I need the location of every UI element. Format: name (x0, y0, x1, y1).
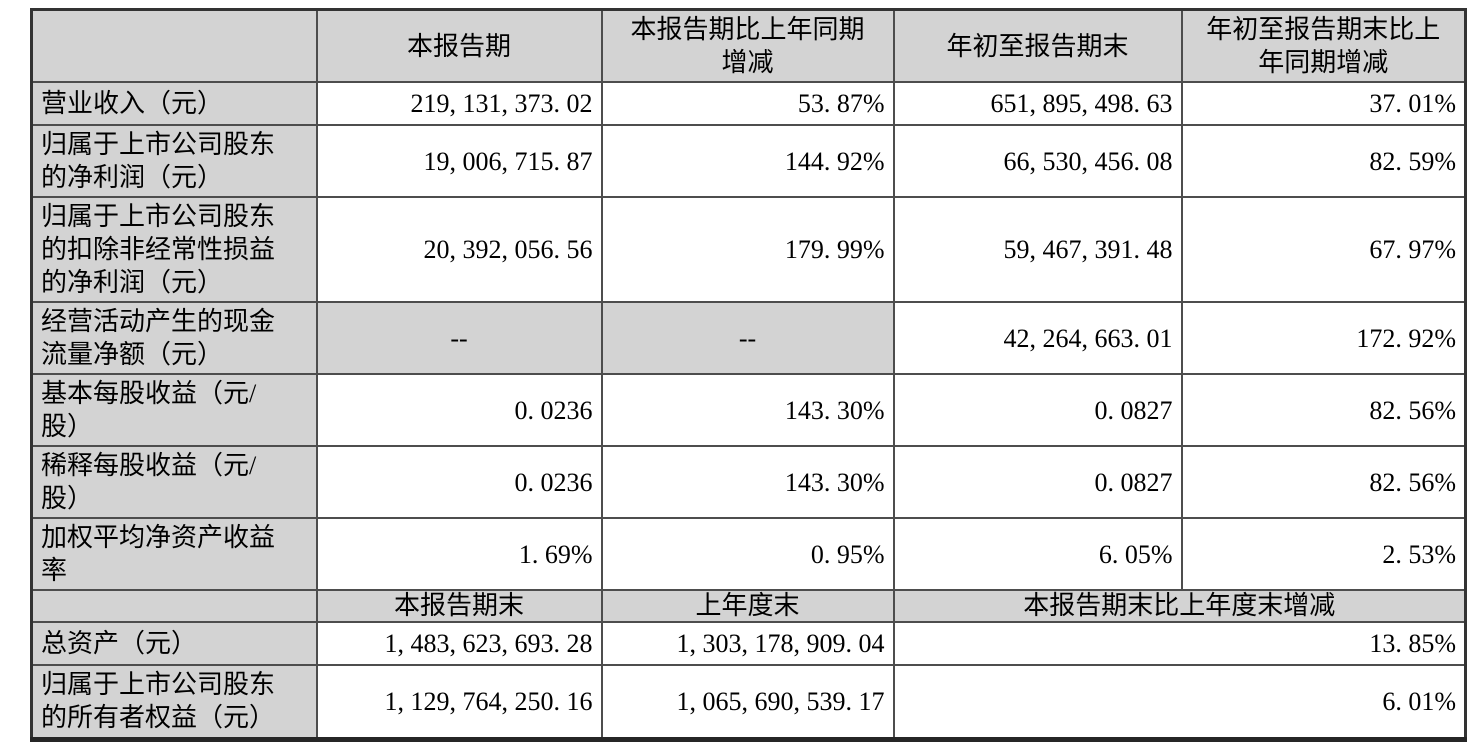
cell-ytd-yoy: 82. 56% (1180, 373, 1467, 447)
row-operating-cash-flow: 经营活动产生的现金 流量净额（元） -- -- 42, 264, 663. 01… (30, 301, 1467, 375)
cell-ytd: 66, 530, 456. 08 (892, 124, 1183, 198)
row-label: 营业收入（元） (30, 81, 318, 126)
row-label: 稀释每股收益（元/ 股） (30, 445, 318, 519)
row-label: 经营活动产生的现金 流量净额（元） (30, 301, 318, 375)
header-ytd-yoy: 年初至报告期末比上 年同期增减 (1180, 8, 1467, 83)
cell-current-yoy: 143. 30% (600, 445, 895, 519)
cell-ytd: 651, 895, 498. 63 (892, 81, 1183, 126)
cell-current-yoy: 53. 87% (600, 81, 895, 126)
cell-ytd-yoy: 37. 01% (1180, 81, 1467, 126)
cell-current-yoy: -- (600, 301, 895, 375)
row-label: 基本每股收益（元/ 股） (30, 373, 318, 447)
cell-ytd-yoy: 2. 53% (1180, 517, 1467, 591)
cell-current: -- (315, 301, 603, 375)
cell-ytd: 0. 0827 (892, 373, 1183, 447)
row-operating-revenue: 营业收入（元） 219, 131, 373. 02 53. 87% 651, 8… (30, 81, 1467, 126)
cell-ytd: 6. 05% (892, 517, 1183, 591)
header-current-period: 本报告期 (315, 8, 603, 83)
cell-end-of-prior-year: 1, 303, 178, 909. 04 (600, 621, 895, 666)
header-ytd: 年初至报告期末 (892, 8, 1183, 83)
cell-ytd: 42, 264, 663. 01 (892, 301, 1183, 375)
cell-current-yoy: 144. 92% (600, 124, 895, 198)
cell-ytd-yoy: 82. 56% (1180, 445, 1467, 519)
row-label: 归属于上市公司股东 的净利润（元） (30, 124, 318, 198)
cell-ytd: 0. 0827 (892, 445, 1183, 519)
cell-end-of-period: 1, 483, 623, 693. 28 (315, 621, 603, 666)
row-label: 加权平均净资产收益 率 (30, 517, 318, 591)
row-net-profit-attributable: 归属于上市公司股东 的净利润（元） 19, 006, 715. 87 144. … (30, 124, 1467, 198)
financial-summary-table: 本报告期 本报告期比上年同期 增减 年初至报告期末 年初至报告期末比上 年同期增… (30, 8, 1467, 742)
cell-ytd-yoy: 67. 97% (1180, 196, 1467, 303)
row-equity-attributable: 归属于上市公司股东 的所有者权益（元） 1, 129, 764, 250. 16… (30, 664, 1467, 740)
row-diluted-eps: 稀释每股收益（元/ 股） 0. 0236 143. 30% 0. 0827 82… (30, 445, 1467, 519)
header-change-vs-prior-year-end: 本报告期末比上年度末增减 (892, 589, 1467, 623)
row-net-profit-excl-nonrecurring: 归属于上市公司股东 的扣除非经常性损益 的净利润（元） 20, 392, 056… (30, 196, 1467, 303)
header-end-of-prior-year: 上年度末 (600, 589, 895, 623)
header-balance-row: 本报告期末 上年度末 本报告期末比上年度末增减 (30, 589, 1467, 623)
cell-change: 13. 85% (892, 621, 1467, 666)
header-end-of-period: 本报告期末 (315, 589, 603, 623)
cell-current: 20, 392, 056. 56 (315, 196, 603, 303)
cell-current-yoy: 143. 30% (600, 373, 895, 447)
cell-ytd-yoy: 172. 92% (1180, 301, 1467, 375)
header-current-period-yoy: 本报告期比上年同期 增减 (600, 8, 895, 83)
cell-current: 0. 0236 (315, 445, 603, 519)
cell-end-of-period: 1, 129, 764, 250. 16 (315, 664, 603, 740)
cell-change: 6. 01% (892, 664, 1467, 740)
corner-cell (30, 589, 318, 623)
cell-ytd-yoy: 82. 59% (1180, 124, 1467, 198)
row-weighted-avg-roe: 加权平均净资产收益 率 1. 69% 0. 95% 6. 05% 2. 53% (30, 517, 1467, 591)
cell-end-of-prior-year: 1, 065, 690, 539. 17 (600, 664, 895, 740)
cell-current: 219, 131, 373. 02 (315, 81, 603, 126)
header-period-row: 本报告期 本报告期比上年同期 增减 年初至报告期末 年初至报告期末比上 年同期增… (30, 8, 1467, 83)
cell-current: 1. 69% (315, 517, 603, 591)
row-label: 归属于上市公司股东 的所有者权益（元） (30, 664, 318, 740)
row-label: 总资产（元） (30, 621, 318, 666)
cell-current: 0. 0236 (315, 373, 603, 447)
cell-current-yoy: 179. 99% (600, 196, 895, 303)
corner-cell (30, 8, 318, 83)
row-total-assets: 总资产（元） 1, 483, 623, 693. 28 1, 303, 178,… (30, 621, 1467, 666)
row-basic-eps: 基本每股收益（元/ 股） 0. 0236 143. 30% 0. 0827 82… (30, 373, 1467, 447)
cell-ytd: 59, 467, 391. 48 (892, 196, 1183, 303)
cell-current: 19, 006, 715. 87 (315, 124, 603, 198)
cell-current-yoy: 0. 95% (600, 517, 895, 591)
row-label: 归属于上市公司股东 的扣除非经常性损益 的净利润（元） (30, 196, 318, 303)
